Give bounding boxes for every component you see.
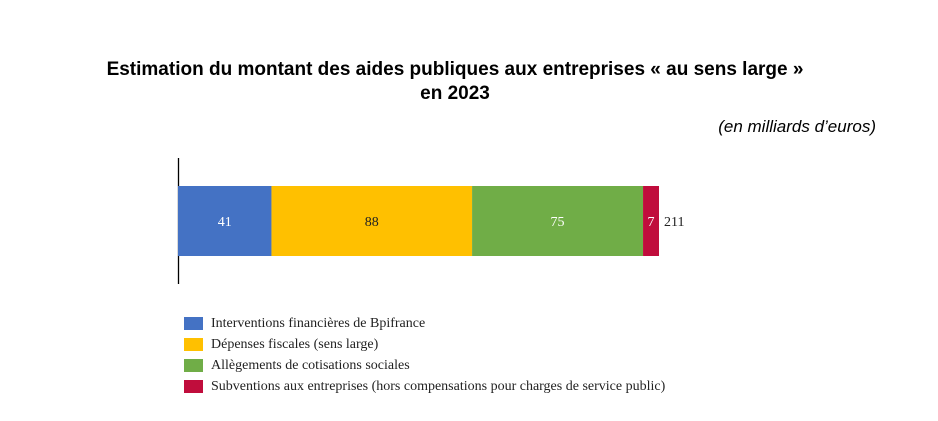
legend: Interventions financières de Bpifrance Dé… — [184, 313, 665, 397]
unit-note: (en milliards d’euros) — [718, 117, 876, 136]
legend-label: Dépenses fiscales (sens large) — [211, 336, 379, 352]
bar-segment-2 — [271, 186, 473, 256]
chart-title-line1: Estimation du montant des aides publique… — [106, 59, 804, 80]
legend-item-1: Interventions financières de Bpifrance — [184, 313, 665, 334]
legend-label: Allègements de cotisations sociales — [211, 357, 410, 373]
bar-segment-3 — [472, 186, 644, 256]
bar-segment-4 — [643, 186, 659, 256]
data-label-2: 88 — [365, 215, 379, 230]
legend-item-2: Dépenses fiscales (sens large) — [184, 334, 665, 355]
data-label-1: 41 — [218, 215, 232, 230]
legend-swatch — [184, 317, 203, 330]
legend-label: Interventions financières de Bpifrance — [211, 315, 426, 331]
legend-item-4: Subventions aux entreprises (hors compen… — [184, 376, 665, 397]
bar-segments: 41 88 75 7 211 — [178, 186, 684, 256]
legend-item-3: Allègements de cotisations sociales — [184, 355, 665, 376]
chart-title: Estimation du montant des aides publique… — [0, 58, 910, 106]
legend-swatch — [184, 338, 203, 351]
data-label-4: 7 — [648, 215, 655, 230]
legend-swatch — [184, 359, 203, 372]
data-label-3: 75 — [551, 215, 565, 230]
legend-swatch — [184, 380, 203, 393]
total-label: 211 — [664, 215, 684, 230]
chart-title-line2: en 2023 — [420, 83, 490, 104]
legend-label: Subventions aux entreprises (hors compen… — [211, 378, 666, 394]
bar-segment-1 — [178, 186, 272, 256]
